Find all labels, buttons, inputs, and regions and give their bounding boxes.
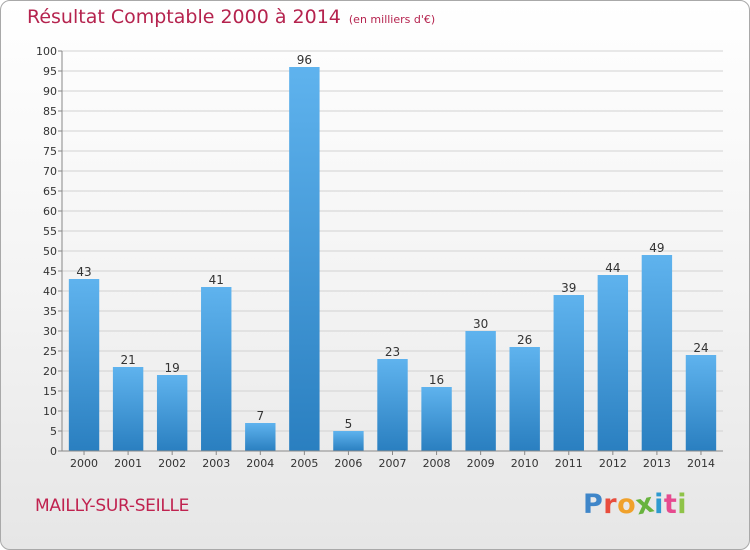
- y-tick-label: 65: [43, 185, 57, 198]
- bar-2000: [68, 279, 100, 451]
- chart-title: Résultat Comptable 2000 à 2014 (en millie…: [27, 6, 435, 28]
- x-tick-label-2011: 2011: [555, 457, 583, 470]
- x-tick-label-2003: 2003: [202, 457, 230, 470]
- x-tick-label-2009: 2009: [467, 457, 495, 470]
- data-label-2005: 96: [297, 53, 312, 67]
- x-tick-label-2005: 2005: [290, 457, 318, 470]
- data-label-2012: 44: [605, 261, 620, 275]
- bar-2006: [333, 431, 364, 451]
- logo-letter: t: [663, 489, 678, 520]
- y-tick-label: 10: [43, 405, 57, 418]
- x-tick-label-2002: 2002: [158, 457, 186, 470]
- data-label-2001: 21: [120, 353, 135, 367]
- data-label-2014: 24: [693, 341, 708, 355]
- data-label-2002: 19: [165, 361, 180, 375]
- x-tick-label-2013: 2013: [643, 457, 671, 470]
- data-label-2006: 5: [345, 417, 353, 431]
- bar-2011: [553, 295, 584, 451]
- x-tick-label-2014: 2014: [687, 457, 715, 470]
- bar-2007: [377, 359, 408, 451]
- logo-letter: i: [654, 489, 664, 520]
- chart-subtitle: (en milliers d'€): [348, 13, 436, 26]
- bar-2001: [112, 367, 144, 451]
- y-tick-label: 85: [43, 105, 57, 118]
- data-label-2013: 49: [649, 241, 664, 255]
- y-tick-label: 0: [50, 445, 57, 458]
- y-tick-label: 60: [43, 205, 57, 218]
- data-label-2003: 41: [209, 273, 224, 287]
- bar-2010: [509, 347, 540, 451]
- data-labels: 43 21 19 41 7 96 5 23 16 30 26 39 44 49 24: [76, 53, 708, 431]
- x-tick-label-2012: 2012: [599, 457, 627, 470]
- x-tick-label-2001: 2001: [114, 457, 142, 470]
- y-tick-label: 70: [43, 165, 57, 178]
- y-tick-label: 95: [43, 65, 57, 78]
- y-tick-label: 40: [43, 285, 57, 298]
- y-tick-label: 50: [43, 245, 57, 258]
- y-tick-label: 35: [43, 305, 57, 318]
- logo-letter: o: [617, 489, 637, 520]
- data-label-2007: 23: [385, 345, 400, 359]
- bar-2005: [289, 67, 320, 451]
- y-tick-label: 80: [43, 125, 57, 138]
- data-label-2009: 30: [473, 317, 488, 331]
- x-tick-label-2006: 2006: [334, 457, 362, 470]
- x-tick-label-2010: 2010: [511, 457, 539, 470]
- bar-2003: [201, 287, 232, 451]
- bar-2009: [465, 331, 496, 451]
- y-tick-label: 75: [43, 145, 57, 158]
- chart-title-text: Résultat Comptable 2000 à 2014: [27, 6, 341, 28]
- y-tick-label: 30: [43, 325, 57, 338]
- y-axis: 0 5 10 15 20 25 30 35 40 45 50 55 60 65 70 75 80 85 90 95 10…: [36, 45, 63, 458]
- proxiti-logo: Proxiti: [583, 487, 688, 521]
- bar-2004: [245, 423, 276, 451]
- x-tick-label-2000: 2000: [70, 457, 98, 470]
- logo-letter: P: [583, 489, 604, 520]
- data-label-2010: 26: [517, 333, 532, 347]
- x-axis: 2000 2001 2002 2003 2004 2005 2006 2007 2008 2009…: [62, 450, 723, 470]
- y-tick-label: 55: [43, 225, 57, 238]
- bars: [68, 67, 717, 451]
- x-tick-label-2004: 2004: [246, 457, 274, 470]
- y-tick-label: 15: [43, 385, 57, 398]
- bar-2002: [156, 375, 188, 451]
- y-tick-label: 5: [50, 425, 57, 438]
- y-tick-label: 25: [43, 345, 57, 358]
- y-tick-label: 45: [43, 265, 57, 278]
- y-tick-label: 90: [43, 85, 57, 98]
- data-label-2004: 7: [256, 409, 264, 423]
- bar-2012: [597, 275, 629, 451]
- bar-2008: [421, 387, 452, 451]
- y-tick-label: 20: [43, 365, 57, 378]
- y-tick-label: 100: [36, 45, 57, 58]
- data-label-2011: 39: [561, 281, 576, 295]
- bar-2014: [685, 355, 717, 451]
- commune-name: MAILLY-SUR-SEILLE: [35, 496, 190, 516]
- logo-letter: r: [603, 489, 618, 520]
- bar-2013: [641, 255, 673, 451]
- logo-letter: i: [677, 489, 688, 520]
- x-tick-label-2007: 2007: [379, 457, 407, 470]
- data-label-2008: 16: [429, 373, 444, 387]
- data-label-2000: 43: [76, 265, 91, 279]
- x-tick-label-2008: 2008: [423, 457, 451, 470]
